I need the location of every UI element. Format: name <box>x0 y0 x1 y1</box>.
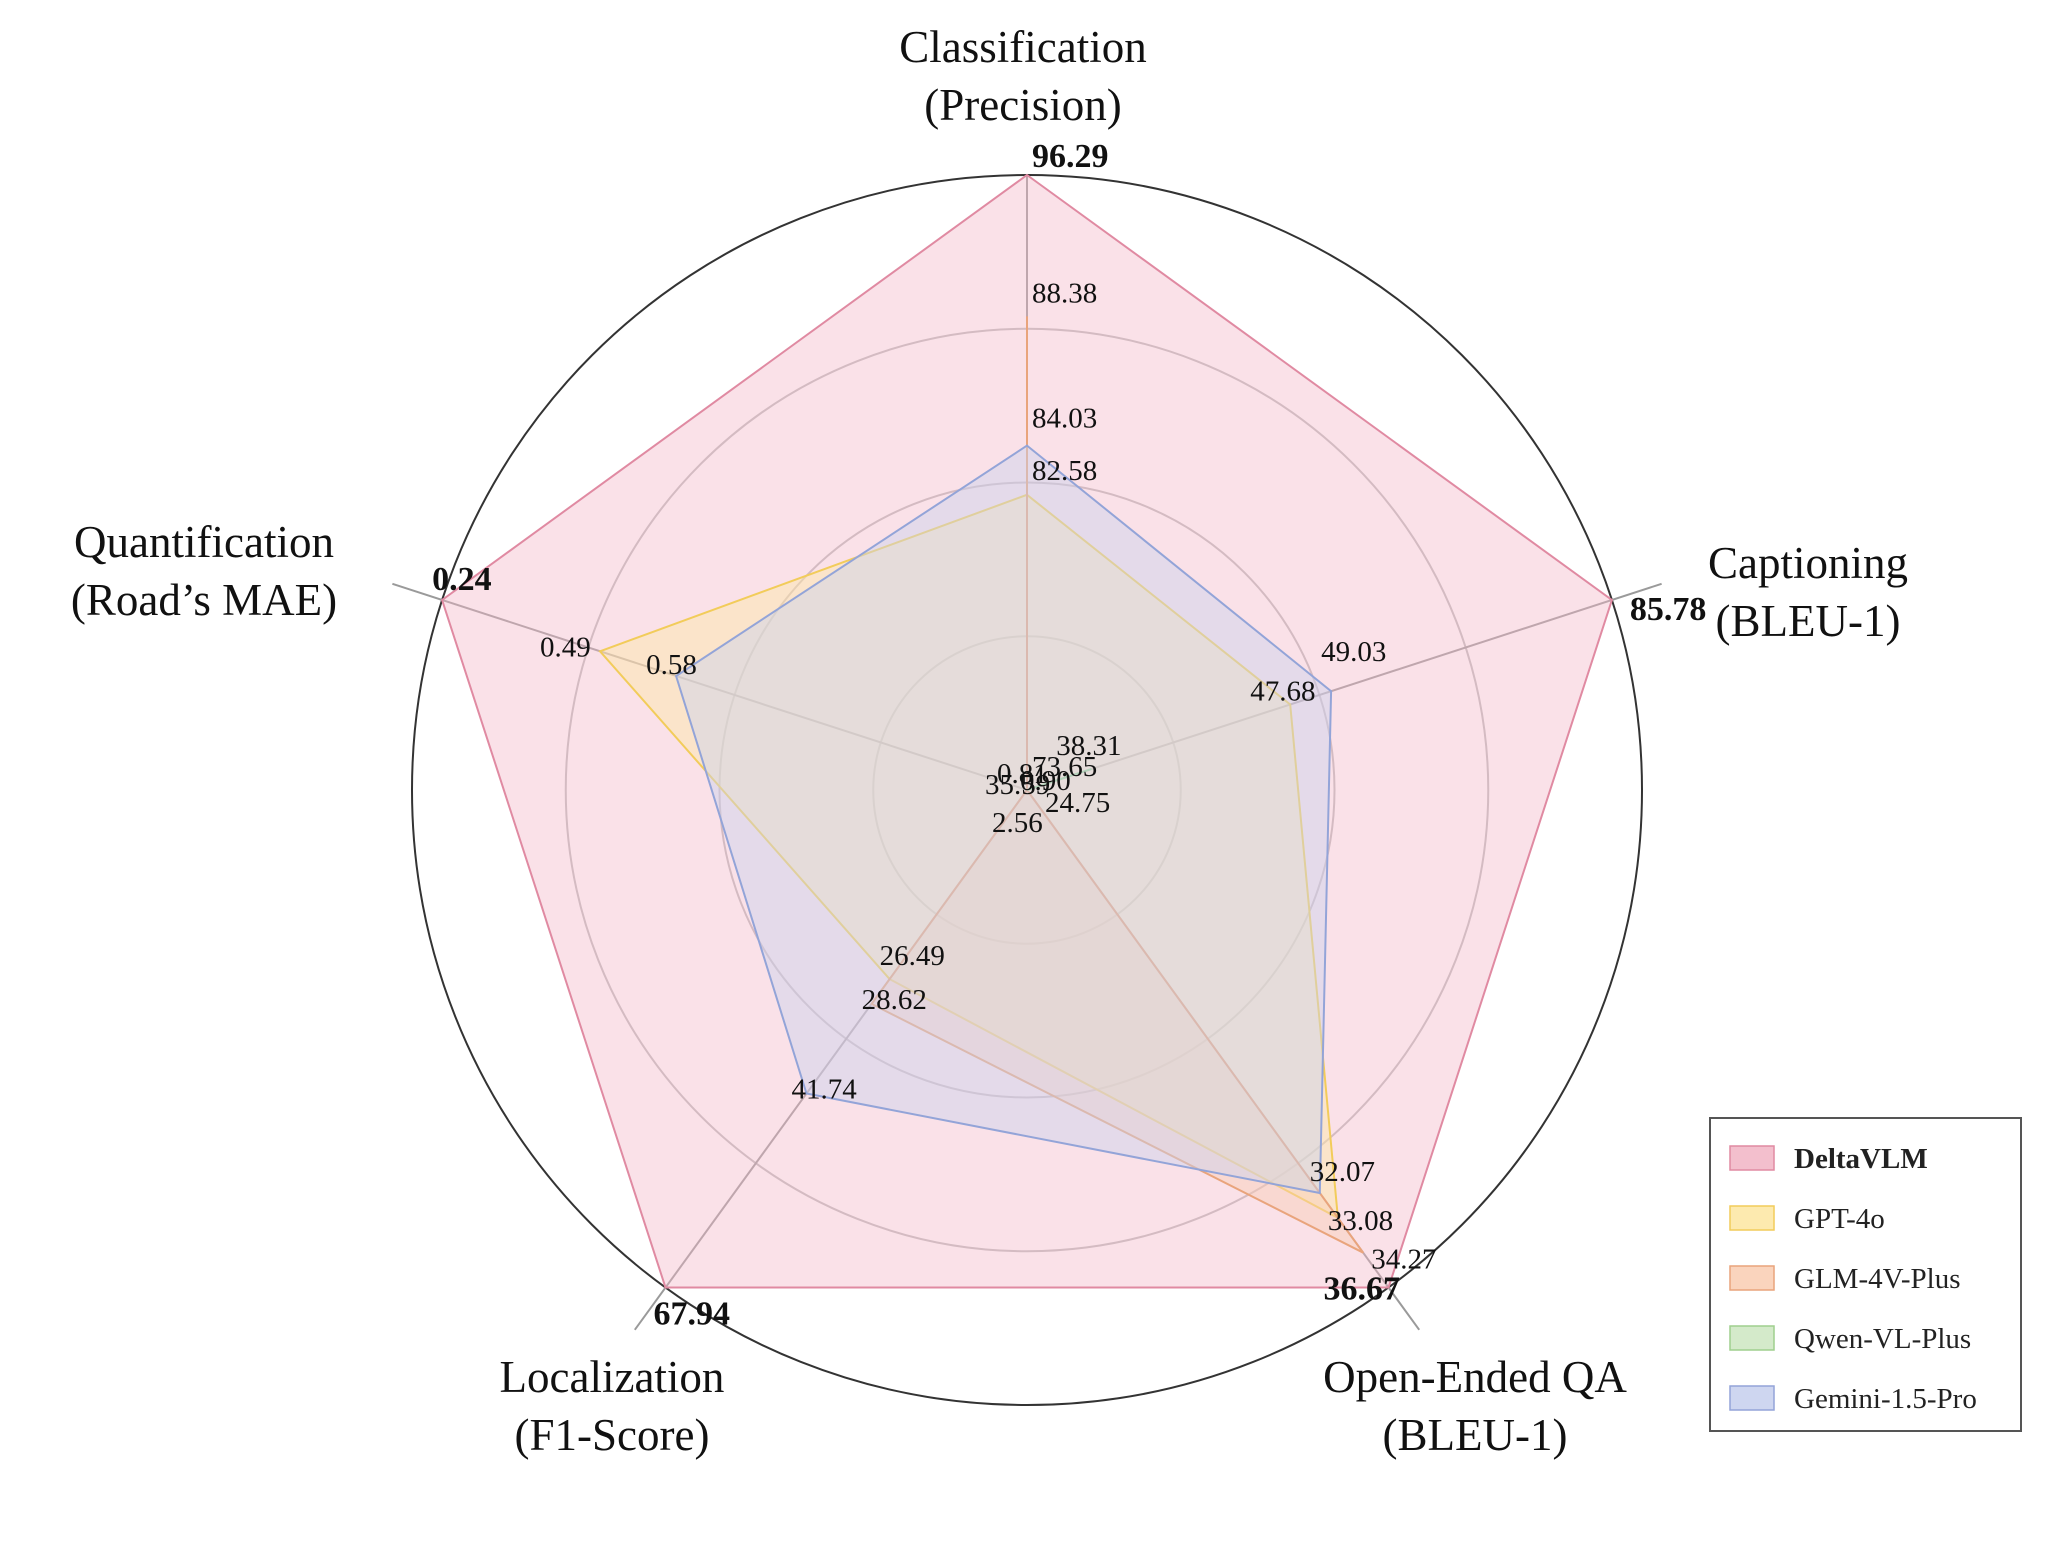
value-label-gpt-4o-2: 47.68 <box>1250 676 1315 708</box>
series-area-gemini-1-5-pro <box>674 444 1333 1195</box>
value-label-qwen-vl-plus-4: 2.56 <box>992 807 1043 839</box>
axis-title-4-line-1: Localization <box>500 1352 725 1402</box>
value-label-gemini-1-5-pro-4: 41.74 <box>792 1074 858 1106</box>
series-area-qwen-vl-plus <box>1026 768 1092 791</box>
value-label-gemini-1-5-pro-3: 32.07 <box>1310 1156 1375 1188</box>
axis-title-2-line-1: Captioning <box>1708 538 1908 588</box>
legend-label-gpt-4o: GPT-4o <box>1794 1203 1885 1235</box>
legend-swatch-deltavlm <box>1729 1145 1775 1171</box>
legend-swatch-qwen-vl-plus <box>1729 1325 1775 1351</box>
value-label-qwen-vl-plus-3: 24.75 <box>1045 787 1110 819</box>
axis-title-5-line-2: (Road’s MAE) <box>71 575 337 625</box>
value-label-gemini-1-5-pro-5: 0.58 <box>646 649 697 681</box>
legend-label-qwen-vl-plus: Qwen-VL-Plus <box>1794 1323 1971 1355</box>
axis-titles: Classification (Precision) Captioning (BLEU… <box>71 22 1908 1460</box>
axis-title-5-line-1: Quantification <box>74 517 334 567</box>
legend-swatch-gpt-4o <box>1729 1205 1775 1231</box>
value-label-glm-4v-plus-2: 35.59 <box>985 769 1050 801</box>
value-label-gpt-4o-1: 82.58 <box>1032 455 1097 487</box>
value-label-glm-4v-plus-5: 0.81 <box>997 758 1048 790</box>
axis-title-2-line-2: (BLEU-1) <box>1716 596 1901 646</box>
axis-title-1-line-2: (Precision) <box>924 80 1121 130</box>
value-label-deltavlm-3: 36.67 <box>1324 1271 1401 1308</box>
series-area-glm-4v-plus <box>870 316 1365 1254</box>
axis-spoke-2 <box>1026 582 1662 791</box>
legend-swatch-glm-4v-plus <box>1729 1265 1775 1291</box>
axis-title-1-line-1: Classification <box>899 22 1146 72</box>
value-label-deltavlm-2: 85.78 <box>1630 591 1707 628</box>
axis-title-4-line-2: (F1-Score) <box>515 1410 710 1460</box>
value-label-deltavlm-5: 0.24 <box>432 561 492 598</box>
axis-title-3-line-1: Open-Ended QA <box>1323 1352 1627 1402</box>
value-labels: 96.29 85.78 36.67 67.94 0.24 82.58 47.68 33.08 2… <box>432 138 1706 1333</box>
value-label-deltavlm-1: 96.29 <box>1032 138 1109 175</box>
value-label-gemini-1-5-pro-2: 49.03 <box>1321 636 1386 668</box>
value-label-gpt-4o-4: 26.49 <box>880 940 945 972</box>
value-label-gpt-4o-5: 0.49 <box>540 631 591 663</box>
legend-label-gemini-1-5-pro: Gemini-1.5-Pro <box>1794 1383 1977 1415</box>
value-label-glm-4v-plus-4: 28.62 <box>862 984 927 1016</box>
axis-title-3-line-2: (BLEU-1) <box>1383 1410 1568 1460</box>
value-label-deltavlm-4: 67.94 <box>654 1296 731 1333</box>
radar-series <box>440 173 1614 1289</box>
legend-swatch-gemini-1-5-pro <box>1729 1385 1775 1411</box>
legend-label-deltavlm: DeltaVLM <box>1794 1143 1928 1175</box>
series-area-gpt-4o <box>598 493 1340 1220</box>
value-label-qwen-vl-plus-5: 0.90 <box>1020 765 1071 797</box>
value-label-gpt-4o-3: 33.08 <box>1328 1205 1393 1237</box>
legend: DeltaVLM GPT-4o GLM-4V-Plus Qwen-VL-Plus Gem… <box>1709 1117 2022 1432</box>
axis-spoke-5 <box>392 582 1028 791</box>
legend-label-glm-4v-plus: GLM-4V-Plus <box>1794 1263 1961 1295</box>
value-label-glm-4v-plus-3: 34.27 <box>1371 1244 1436 1276</box>
value-label-qwen-vl-plus-2: 38.31 <box>1056 730 1121 762</box>
value-label-glm-4v-plus-1: 88.38 <box>1032 277 1097 309</box>
value-label-qwen-vl-plus-1: 73.65 <box>1032 751 1097 783</box>
value-label-gemini-1-5-pro-1: 84.03 <box>1032 403 1097 435</box>
